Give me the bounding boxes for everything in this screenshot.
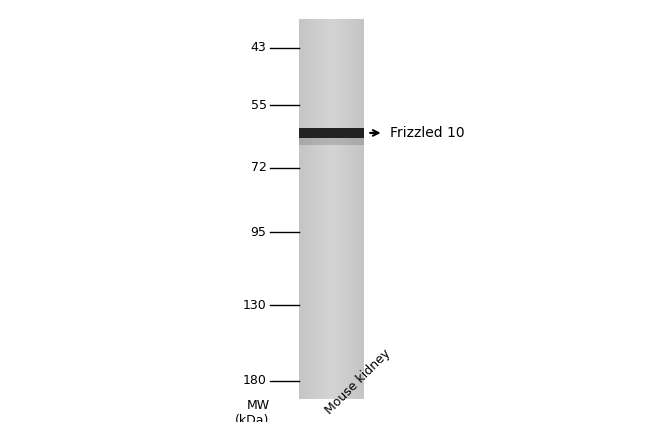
Bar — [318, 19, 320, 399]
Bar — [348, 19, 350, 399]
Bar — [327, 19, 328, 399]
Bar — [341, 19, 343, 399]
Bar — [320, 19, 322, 399]
Bar — [307, 19, 309, 399]
Bar — [315, 19, 317, 399]
Bar — [309, 19, 311, 399]
Text: 180: 180 — [242, 374, 266, 387]
Bar — [332, 19, 333, 399]
Bar — [333, 19, 335, 399]
Bar — [328, 19, 330, 399]
Bar — [324, 19, 325, 399]
Bar — [306, 19, 307, 399]
Bar — [351, 19, 352, 399]
Text: Frizzled 10: Frizzled 10 — [390, 126, 465, 140]
Bar — [335, 19, 337, 399]
Bar — [299, 19, 300, 399]
Text: 72: 72 — [251, 161, 266, 174]
Bar — [353, 19, 354, 399]
Bar — [304, 19, 306, 399]
Bar — [330, 19, 332, 399]
Bar — [343, 19, 344, 399]
Text: 95: 95 — [251, 226, 266, 238]
Bar — [344, 19, 346, 399]
Bar — [317, 19, 318, 399]
Bar — [302, 19, 304, 399]
Text: 130: 130 — [242, 298, 266, 311]
Bar — [322, 19, 324, 399]
Bar — [325, 19, 326, 399]
Bar — [312, 19, 313, 399]
Bar — [361, 19, 363, 399]
Bar — [313, 19, 315, 399]
Bar — [358, 19, 359, 399]
Bar — [340, 19, 341, 399]
Bar — [338, 19, 339, 399]
Bar — [359, 19, 361, 399]
Bar — [346, 19, 348, 399]
Bar — [356, 19, 358, 399]
Bar — [337, 19, 338, 399]
Bar — [300, 19, 302, 399]
Text: 55: 55 — [250, 99, 266, 111]
Bar — [350, 19, 351, 399]
Bar — [311, 19, 312, 399]
Bar — [354, 19, 356, 399]
Bar — [299, 138, 364, 145]
Bar — [299, 128, 364, 138]
Text: Mouse kidney: Mouse kidney — [322, 346, 393, 417]
Bar — [299, 19, 364, 399]
Bar — [363, 19, 364, 399]
Text: 43: 43 — [251, 41, 266, 54]
Text: MW
(kDa): MW (kDa) — [235, 399, 270, 422]
